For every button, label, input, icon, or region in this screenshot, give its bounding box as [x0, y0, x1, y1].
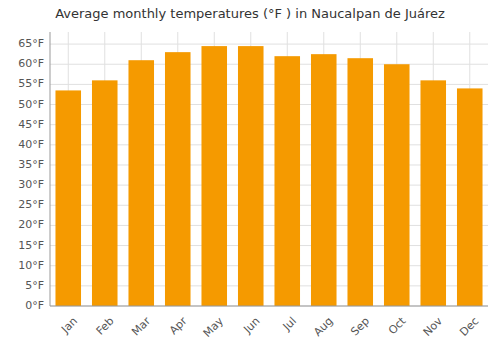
x-axis: Jan Feb Mar Apr May Jun Jul Aug Sep Oct Nov Dec	[58, 314, 481, 340]
bar	[384, 64, 410, 306]
x-tick-label: Oct	[386, 314, 409, 337]
y-tick-label: 15°F	[18, 239, 44, 252]
x-tick-label: Mar	[129, 314, 153, 338]
y-tick-label: 45°F	[18, 118, 44, 131]
bar	[457, 88, 483, 306]
y-tick-label: 40°F	[18, 138, 44, 151]
grid	[50, 32, 488, 306]
x-tick-label: Aug	[311, 315, 335, 339]
y-tick-label: 25°F	[18, 198, 44, 211]
x-axis-line	[50, 306, 488, 307]
y-tick-label: 0°F	[25, 299, 44, 312]
chart-svg: 0°F 5°F 10°F 15°F 20°F 25°F 30°F 35°F 40°F 45°F 50…	[0, 0, 500, 350]
title: Average monthly temperatures (°F ) in Na…	[55, 6, 445, 21]
x-tick-label: Nov	[421, 314, 446, 339]
y-tick-label: 30°F	[18, 178, 44, 191]
bar	[128, 60, 154, 306]
y-tick-label: 50°F	[18, 98, 44, 111]
x-tick-label: Jan	[58, 315, 80, 337]
chart-container: 0°F 5°F 10°F 15°F 20°F 25°F 30°F 35°F 40°F 45°F 50…	[0, 0, 500, 350]
y-axis: 0°F 5°F 10°F 15°F 20°F 25°F 30°F 35°F 40°F 45°F 50…	[18, 37, 44, 312]
bar	[420, 80, 446, 306]
x-tick-label: Jul	[280, 315, 299, 334]
bars	[55, 46, 482, 306]
bar	[55, 90, 81, 306]
bar	[274, 56, 300, 306]
y-tick-label: 20°F	[18, 218, 44, 231]
bar	[311, 54, 337, 306]
y-grid-line	[50, 306, 488, 307]
y-tick-label: 5°F	[25, 279, 44, 292]
x-tick-label: Dec	[457, 315, 481, 339]
x-tick-label: Apr	[167, 314, 190, 337]
y-tick-label: 65°F	[18, 37, 44, 50]
y-grid-line	[50, 44, 488, 45]
bar	[238, 46, 264, 306]
x-tick-label: Feb	[94, 315, 117, 338]
y-tick-label: 35°F	[18, 158, 44, 171]
bar	[347, 58, 373, 306]
y-axis-line	[50, 32, 51, 306]
y-grid-line	[50, 64, 488, 65]
y-tick-label: 10°F	[18, 259, 44, 272]
bar	[165, 52, 191, 306]
x-tick-label: Sep	[348, 315, 372, 339]
x-tick-label: Jun	[240, 315, 262, 337]
x-tick-label: May	[201, 314, 227, 340]
y-tick-label: 55°F	[18, 77, 44, 90]
y-tick-label: 60°F	[18, 57, 44, 70]
bar	[201, 46, 227, 306]
bar	[92, 80, 118, 306]
